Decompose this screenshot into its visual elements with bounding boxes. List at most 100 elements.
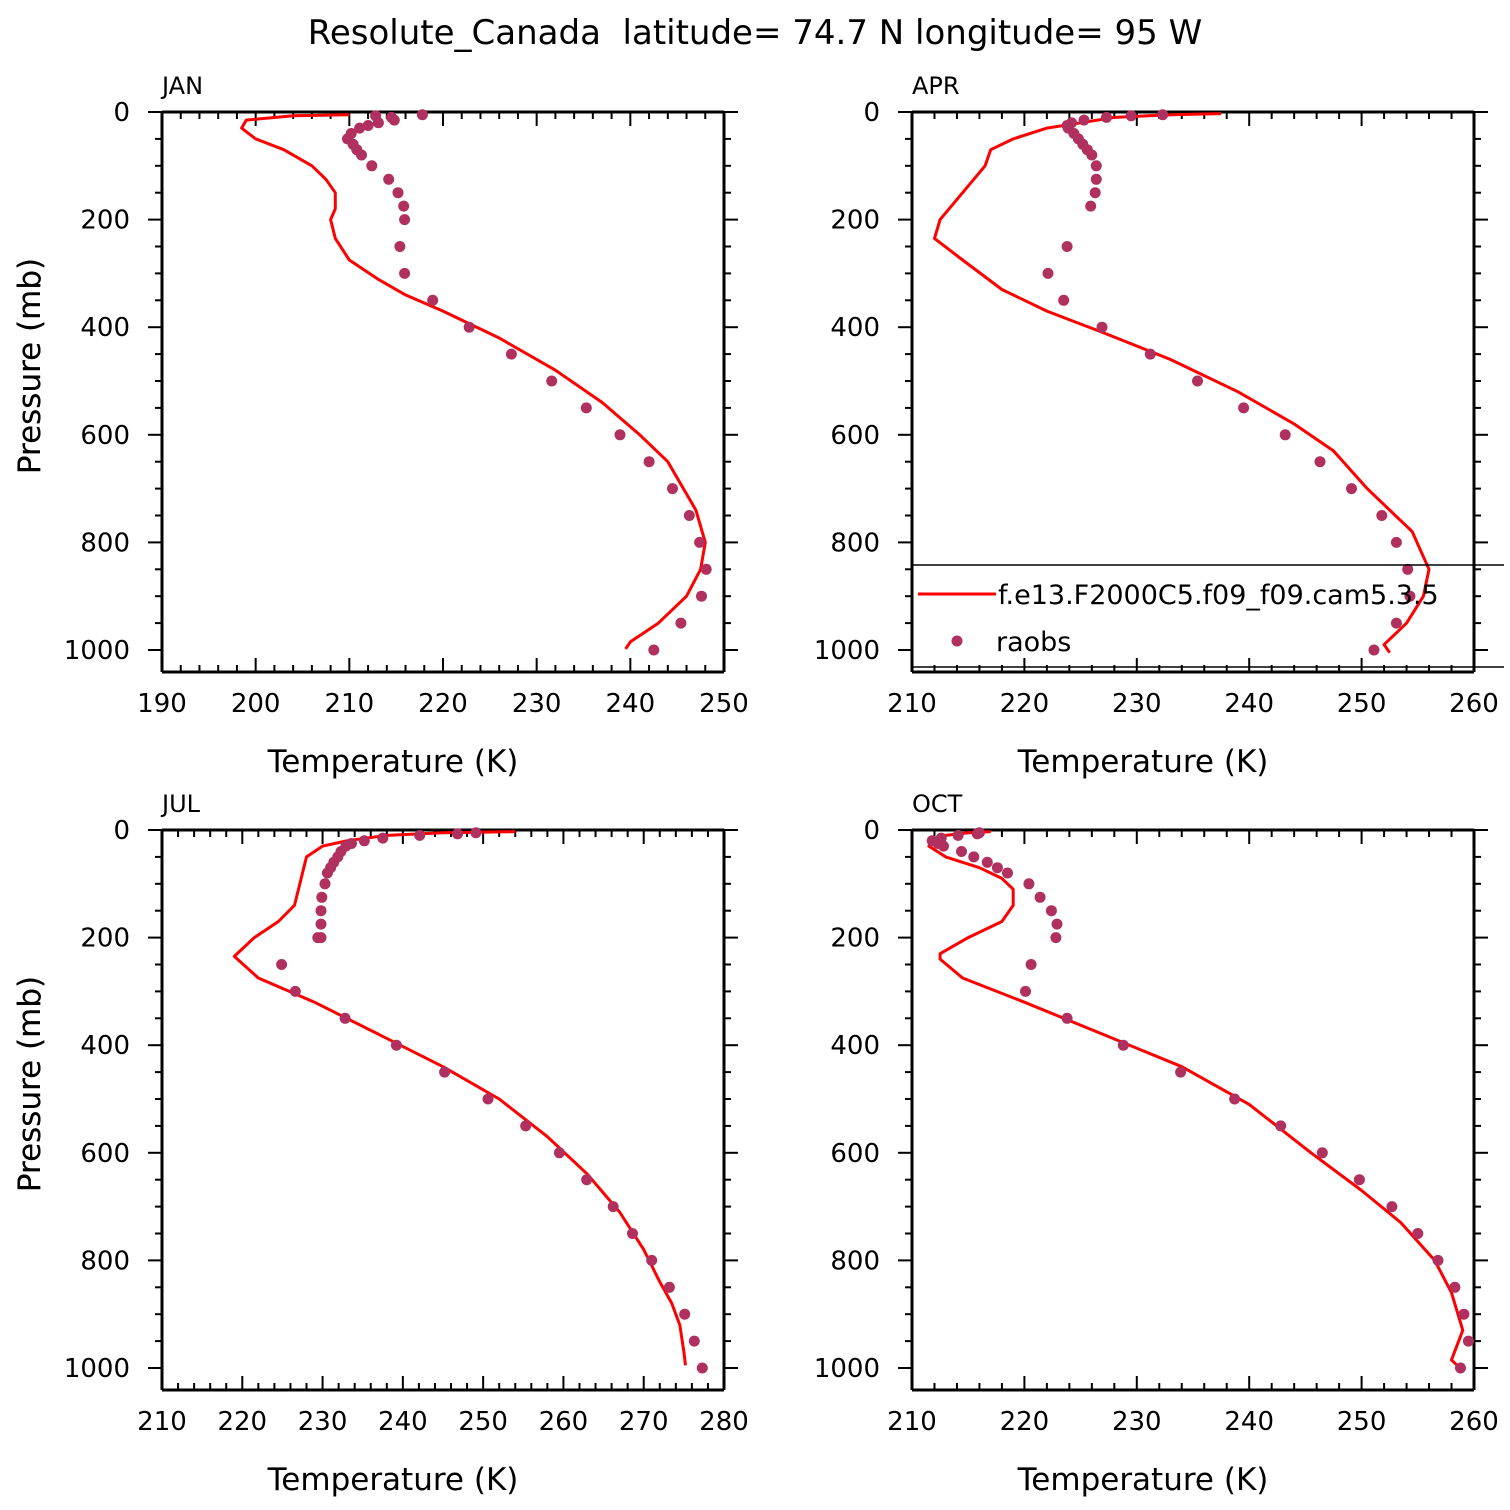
raobs-point	[1275, 1120, 1287, 1132]
y-tick-label: 0	[863, 98, 880, 128]
raobs-point	[470, 827, 482, 839]
raobs-point	[289, 985, 301, 997]
raobs-point	[1455, 1362, 1466, 1374]
raobs-point	[366, 160, 378, 172]
model-profile-line	[933, 112, 1431, 654]
raobs-point	[1449, 1281, 1461, 1293]
raobs-point	[1117, 1039, 1129, 1051]
raobs-point	[648, 644, 660, 656]
raobs-point	[482, 1093, 494, 1105]
raobs-point	[1376, 510, 1388, 521]
y-tick-label: 1000	[64, 636, 130, 666]
x-tick-label: 220	[1000, 1407, 1050, 1437]
panel-label-apr: APR	[912, 72, 960, 100]
panels: 190 200 210 220 230 240 250 0 200 400 600 800 1000 JA…	[12, 72, 1499, 1498]
x-tick-label: 220	[217, 1407, 267, 1437]
y-tick-label: 600	[80, 1139, 130, 1169]
raobs-point	[1089, 187, 1101, 199]
y-tick-label: 200	[830, 206, 880, 236]
legend-label-raobs: raobs	[996, 627, 1071, 658]
raobs-point	[1279, 429, 1291, 441]
x-axis-title: Temperature (K)	[267, 1462, 519, 1498]
panel-label-oct: OCT	[912, 790, 963, 818]
raobs-point	[427, 294, 439, 306]
panel-oct: 210 220 230 240 250 260 0 200 400 600 800 1000 OCT Te…	[12, 790, 1499, 1498]
raobs-point	[505, 348, 517, 360]
y-tick-label: 200	[80, 924, 130, 954]
raobs-point	[991, 862, 1003, 874]
y-tick-label: 0	[113, 816, 130, 846]
raobs-point	[1050, 932, 1062, 944]
raobs-point	[394, 241, 406, 252]
raobs-point	[1390, 536, 1402, 548]
raobs-point	[356, 149, 367, 161]
raobs-point	[1078, 114, 1090, 126]
x-tick-label: 230	[512, 689, 562, 719]
raobs-point	[683, 510, 695, 521]
x-axis-title: Temperature (K)	[1017, 1462, 1269, 1498]
raobs-point	[546, 375, 558, 387]
raobs-point	[581, 1174, 593, 1186]
raobs-point	[1086, 149, 1098, 161]
panel-label-jul: JUL	[160, 790, 201, 818]
legend-label-model: f.e13.F2000C5.f09_f09.cam5.3.5	[998, 580, 1439, 611]
raobs-point	[390, 1039, 402, 1051]
raobs-point	[399, 214, 411, 226]
raobs-point	[1316, 1147, 1328, 1159]
panel-apr: 210 220 230 240 250 260 0 200 400 600 800 1000 APR Te…	[12, 72, 1499, 780]
raobs-point	[1002, 867, 1013, 879]
y-tick-label: 600	[80, 421, 130, 451]
raobs-point	[1412, 1228, 1424, 1239]
y-tick-label: 800	[830, 1246, 880, 1276]
x-tick-label: 210	[137, 1407, 187, 1437]
raobs-point	[319, 878, 331, 890]
raobs-point	[1051, 918, 1063, 930]
y-axis-title: Pressure (mb)	[12, 976, 48, 1192]
raobs-point	[388, 114, 400, 126]
raobs-point	[358, 835, 370, 847]
panel-jul: 210 220 230 240 250 260 270 280 0 200 400 600 800 100…	[12, 790, 749, 1498]
y-tick-label: 0	[113, 98, 130, 128]
x-tick-label: 240	[378, 1407, 428, 1437]
raobs-point	[392, 187, 404, 199]
raobs-point	[1462, 1335, 1474, 1347]
y-axis-title: Pressure (mb)	[12, 258, 48, 474]
raobs-point	[276, 959, 288, 970]
x-tick-label: 220	[1000, 689, 1050, 719]
x-tick-label: 190	[137, 689, 187, 719]
raobs-point	[520, 1120, 532, 1132]
x-axis-title: Temperature (K)	[267, 744, 519, 780]
raobs-point	[1101, 111, 1112, 123]
raobs-point	[398, 200, 410, 212]
raobs-point	[416, 109, 428, 121]
raobs-point	[1023, 878, 1035, 890]
raobs-point	[675, 617, 687, 629]
x-tick-label: 280	[699, 1407, 749, 1437]
raobs-point	[1034, 891, 1046, 903]
raobs-point	[646, 1254, 658, 1266]
raobs-point	[383, 173, 395, 185]
raobs-point	[1045, 905, 1057, 917]
x-tick-label: 200	[231, 689, 281, 719]
x-tick-label: 230	[298, 1407, 348, 1437]
model-profile-line	[240, 113, 707, 650]
panel-label-jan: JAN	[160, 72, 203, 100]
x-tick-label: 220	[418, 689, 468, 719]
y-tick-label: 0	[863, 816, 880, 846]
y-tick-label: 600	[830, 1139, 880, 1169]
chart-title: Resolute_Canada latitude= 74.7 N longitu…	[308, 13, 1202, 53]
x-tick-label: 250	[458, 1407, 508, 1437]
raobs-point	[688, 1335, 700, 1347]
x-tick-label: 210	[887, 1407, 937, 1437]
x-tick-label: 230	[1112, 1407, 1162, 1437]
raobs-point	[399, 267, 411, 279]
raobs-point	[627, 1228, 638, 1239]
y-tick-label: 800	[80, 1246, 130, 1276]
x-tick-label: 270	[619, 1407, 669, 1437]
raobs-point	[463, 321, 475, 333]
x-tick-label: 230	[1112, 689, 1162, 719]
raobs-point	[643, 456, 655, 468]
raobs-point	[1144, 348, 1156, 360]
raobs-point	[1061, 1012, 1073, 1024]
